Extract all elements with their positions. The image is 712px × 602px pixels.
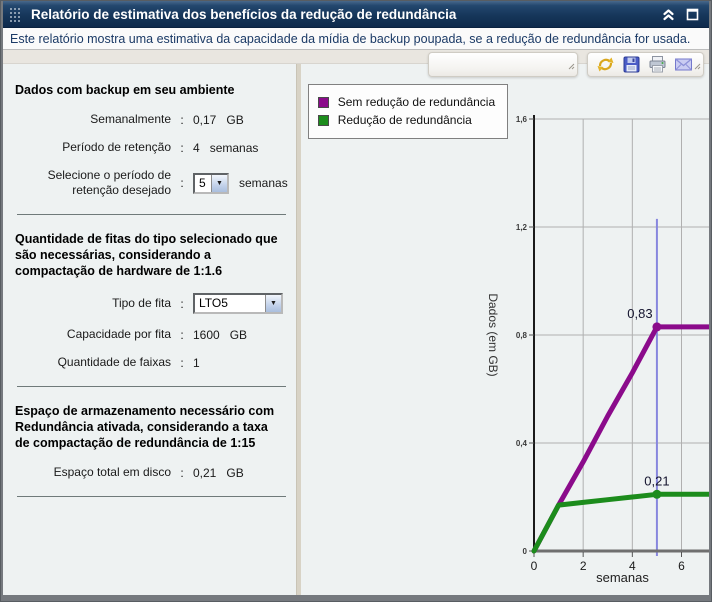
legend-item: Redução de redundância	[317, 113, 495, 127]
series-swatch-purple	[317, 96, 329, 108]
tape-capacity-value: 1600	[193, 327, 220, 342]
weekly-value: 0,17	[193, 112, 217, 127]
chevron-down-icon[interactable]: ▼	[211, 174, 227, 192]
tracks-value: 1	[193, 355, 200, 370]
retention-period-select[interactable]: 5 ▼	[193, 172, 229, 194]
select-retention-row: Selecione o período de retenção desejado…	[15, 168, 288, 198]
svg-text:semanas: semanas	[596, 570, 649, 585]
tape-type-row: Tipo de fita : LTO5 ▼	[15, 293, 288, 314]
weekly-unit: GB	[226, 112, 244, 127]
colon: :	[180, 140, 184, 155]
svg-text:0: 0	[522, 547, 527, 556]
section-heading-tapes: Quantidade de fitas do tipo selecionado …	[15, 232, 278, 278]
maximize-icon	[686, 8, 698, 20]
section-heading-backup-env: Dados com backup em seu ambiente	[15, 83, 235, 97]
total-disk-row: Espaço total em disco : 0,21 GB	[15, 465, 288, 480]
retention-period-selected-value: 5	[195, 174, 211, 192]
drag-grip-icon[interactable]	[9, 7, 23, 22]
legend-label: Sem redução de redundância	[337, 95, 496, 109]
svg-text:Dados (em GB): Dados (em GB)	[486, 293, 500, 376]
svg-text:6: 6	[678, 559, 685, 573]
svg-text:2: 2	[580, 559, 587, 573]
chart-legend: Sem redução de redundância Redução de re…	[307, 84, 509, 139]
colon: :	[180, 176, 184, 190]
svg-text:1,6: 1,6	[516, 115, 528, 124]
refresh-icon[interactable]	[596, 55, 615, 74]
toolbar	[3, 50, 709, 77]
toolbar-grip-icon	[694, 57, 701, 75]
tape-type-selected-value: LTO5	[195, 295, 265, 312]
summary-panel: Dados com backup em seu ambiente Semanal…	[3, 64, 296, 595]
content-area: Dados com backup em seu ambiente Semanal…	[3, 64, 709, 595]
select-retention-label: Selecione o período de retenção desejado	[47, 168, 171, 197]
total-disk-label: Espaço total em disco	[53, 465, 171, 479]
tape-type-select[interactable]: LTO5 ▼	[193, 293, 283, 314]
select-retention-unit: semanas	[239, 176, 288, 190]
total-disk-value: 0,21	[193, 465, 217, 480]
svg-text:1,2: 1,2	[516, 223, 528, 232]
panel-divider[interactable]	[295, 64, 301, 595]
section-divider	[17, 496, 286, 497]
toolbar-actions-segment	[587, 52, 704, 77]
maximize-button[interactable]	[683, 5, 701, 23]
colon: :	[180, 296, 184, 311]
chart-panel: Sem redução de redundância Redução de re…	[301, 64, 709, 595]
retention-label: Período de retenção	[62, 140, 171, 154]
chevron-down-icon[interactable]: ▼	[265, 295, 281, 312]
tape-capacity-label: Capacidade por fita	[66, 327, 171, 341]
titlebar: Relatório de estimativa dos benefícios d…	[3, 1, 709, 28]
tracks-row: Quantidade de faixas : 1	[15, 355, 288, 370]
weekly-backup-row: Semanalmente : 0,17 GB	[15, 112, 288, 127]
section-divider	[17, 214, 286, 215]
colon: :	[180, 327, 184, 342]
svg-text:0,8: 0,8	[516, 331, 528, 340]
total-disk-unit: GB	[226, 465, 244, 480]
print-icon[interactable]	[648, 55, 667, 74]
email-icon[interactable]	[674, 55, 693, 74]
retention-unit: semanas	[209, 140, 259, 155]
page-title: Relatório de estimativa dos benefícios d…	[31, 6, 457, 22]
svg-text:0,21: 0,21	[644, 473, 669, 488]
legend-label: Redução de redundância	[337, 113, 472, 127]
svg-text:4: 4	[629, 559, 636, 573]
colon: :	[180, 355, 184, 370]
tracks-label: Quantidade de faixas	[57, 355, 171, 369]
chevron-double-up-icon	[662, 8, 674, 20]
save-icon[interactable]	[622, 55, 641, 74]
svg-text:0,4: 0,4	[516, 439, 528, 448]
svg-text:0: 0	[530, 559, 537, 573]
collapse-button[interactable]	[659, 5, 677, 23]
series-swatch-green	[317, 114, 329, 126]
toolbar-segment	[428, 52, 578, 77]
svg-text:0,83: 0,83	[627, 306, 652, 321]
weekly-label: Semanalmente	[90, 112, 171, 126]
benefits-line-chart: 0 2 4 6 0 0,4 0,8 1,2 1,6 0,83 0,21 Dados (em GB) se…	[486, 115, 709, 585]
retention-row: Período de retenção : 4 semanas	[15, 140, 288, 155]
legend-item: Sem redução de redundância	[317, 95, 496, 109]
report-description: Este relatório mostra uma estimativa da …	[3, 28, 709, 50]
section-heading-dedup-space: Espaço de armazenamento necessário com R…	[15, 404, 275, 450]
tape-capacity-unit: GB	[229, 327, 248, 342]
section-divider	[17, 386, 286, 387]
retention-value: 4	[193, 140, 200, 155]
tape-type-label: Tipo de fita	[112, 296, 171, 310]
tape-capacity-row: Capacidade por fita : 1600 GB	[15, 327, 288, 342]
colon: :	[180, 465, 184, 480]
toolbar-grip-icon	[568, 57, 575, 75]
colon: :	[180, 112, 184, 127]
